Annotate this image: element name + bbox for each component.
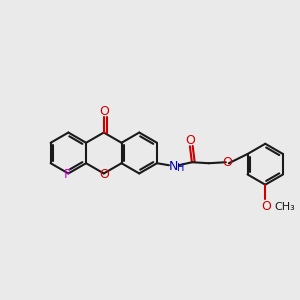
Text: O: O <box>99 168 109 181</box>
Text: H: H <box>177 163 184 173</box>
Text: O: O <box>222 156 232 169</box>
Text: CH₃: CH₃ <box>274 202 295 212</box>
Text: O: O <box>261 200 271 213</box>
Text: O: O <box>99 105 109 118</box>
Text: N: N <box>169 160 178 173</box>
Text: F: F <box>64 168 71 181</box>
Text: O: O <box>185 134 195 147</box>
